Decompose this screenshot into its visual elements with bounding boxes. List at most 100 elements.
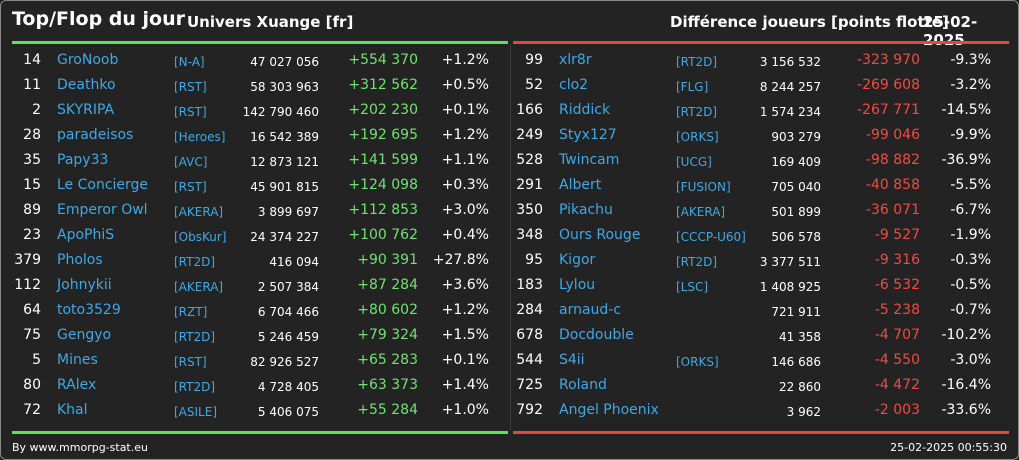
flop-table-bottom-bar (513, 431, 1009, 434)
player-name-link[interactable]: SKYRIPA (57, 101, 114, 120)
player-name-link[interactable]: Johnykii (57, 276, 112, 295)
player-points: 721 911 (701, 303, 821, 322)
table-row: 166 Riddick [RT2D] 1 574 234 -267 771 -14.5% (503, 98, 993, 123)
table-row: 544 S4ii [ORKS] 146 686 -4 550 -3.0% (503, 348, 993, 373)
table-row: 249 Styx127 [ORKS] 903 279 -99 046 -9.9% (503, 123, 993, 148)
player-name-link[interactable]: S4ii (559, 351, 585, 370)
percent-change: +0.4% (419, 226, 489, 245)
player-points: 1 408 925 (701, 278, 821, 297)
player-name-link[interactable]: toto3529 (57, 301, 121, 320)
site-credit: By www.mmorpg-stat.eu (12, 441, 148, 454)
points-difference: +192 695 (318, 126, 418, 145)
player-name-link[interactable]: RAlex (57, 376, 96, 395)
points-difference: -99 046 (820, 126, 920, 145)
player-name-link[interactable]: Deathko (57, 76, 116, 95)
player-points: 12 873 121 (199, 153, 319, 172)
player-rank: 11 (1, 76, 41, 95)
percent-change: +1.2% (419, 51, 489, 70)
player-name-link[interactable]: paradeisos (57, 126, 133, 145)
player-rank: 72 (1, 401, 41, 420)
player-name-link[interactable]: Roland (559, 376, 607, 395)
points-difference: +55 284 (318, 401, 418, 420)
percent-change: -9.9% (921, 126, 991, 145)
player-rank: 35 (1, 151, 41, 170)
player-name-link[interactable]: Gengyo (57, 326, 111, 345)
player-name-link[interactable]: Docdouble (559, 326, 634, 345)
percent-change: +1.2% (419, 126, 489, 145)
points-difference: +65 283 (318, 351, 418, 370)
percent-change: +1.5% (419, 326, 489, 345)
table-row: 35 Papy33 [AVC] 12 873 121 +141 599 +1.1% (1, 148, 491, 173)
player-rank: 80 (1, 376, 41, 395)
player-name-link[interactable]: Emperor Owl (57, 201, 148, 220)
player-name-link[interactable]: Riddick (559, 101, 610, 120)
player-name-link[interactable]: Pikachu (559, 201, 613, 220)
player-rank: 52 (503, 76, 543, 95)
points-difference: -323 970 (820, 51, 920, 70)
percent-change: -16.4% (921, 376, 991, 395)
player-rank: 544 (503, 351, 543, 370)
player-name-link[interactable]: GroNoob (57, 51, 118, 70)
percent-change: -6.7% (921, 201, 991, 220)
percent-change: -5.5% (921, 176, 991, 195)
player-points: 58 303 963 (199, 78, 319, 97)
player-points: 8 244 257 (701, 78, 821, 97)
player-rank: 75 (1, 326, 41, 345)
points-difference: +554 370 (318, 51, 418, 70)
table-row: 528 Twincam [UCG] 169 409 -98 882 -36.9% (503, 148, 993, 173)
table-row: 725 Roland 22 860 -4 472 -16.4% (503, 373, 993, 398)
player-name-link[interactable]: Angel Phoenix (559, 401, 659, 420)
percent-change: -14.5% (921, 101, 991, 120)
player-rank: 95 (503, 251, 543, 270)
points-difference: -98 882 (820, 151, 920, 170)
percent-change: +3.0% (419, 201, 489, 220)
player-name-link[interactable]: Papy33 (57, 151, 108, 170)
player-rank: 14 (1, 51, 41, 70)
points-difference: +79 324 (318, 326, 418, 345)
points-difference: +87 284 (318, 276, 418, 295)
player-points: 16 542 389 (199, 128, 319, 147)
player-name-link[interactable]: xlr8r (559, 51, 592, 70)
player-rank: 2 (1, 101, 41, 120)
percent-change: +27.8% (419, 251, 489, 270)
player-points: 903 279 (701, 128, 821, 147)
player-name-link[interactable]: clo2 (559, 76, 588, 95)
player-points: 705 040 (701, 178, 821, 197)
table-row: 2 SKYRIPA [RST] 142 790 460 +202 230 +0.1% (1, 98, 491, 123)
player-rank: 28 (1, 126, 41, 145)
player-name-link[interactable]: Khal (57, 401, 88, 420)
player-name-link[interactable]: Lylou (559, 276, 595, 295)
points-difference: -5 238 (820, 301, 920, 320)
player-points: 416 094 (199, 253, 319, 272)
player-rank: 792 (503, 401, 543, 420)
player-name-link[interactable]: Le Concierge (57, 176, 148, 195)
percent-change: -1.9% (921, 226, 991, 245)
player-name-link[interactable]: arnaud-c (559, 301, 621, 320)
player-rank: 725 (503, 376, 543, 395)
player-name-link[interactable]: Kigor (559, 251, 595, 270)
player-points: 82 926 527 (199, 353, 319, 372)
player-name-link[interactable]: Pholos (57, 251, 103, 270)
table-row: 183 Lylou [LSC] 1 408 925 -6 532 -0.5% (503, 273, 993, 298)
points-difference: -4 472 (820, 376, 920, 395)
points-difference: +312 562 (318, 76, 418, 95)
player-rank: 23 (1, 226, 41, 245)
player-name-link[interactable]: ApoPhiS (57, 226, 114, 245)
player-points: 4 728 405 (199, 378, 319, 397)
percent-change: -3.2% (921, 76, 991, 95)
player-name-link[interactable]: Mines (57, 351, 98, 370)
player-points: 169 409 (701, 153, 821, 172)
generated-timestamp: 25-02-2025 00:55:30 (890, 441, 1007, 454)
universe-label: Univers Xuange [fr] (187, 13, 353, 31)
percent-change: +1.1% (419, 151, 489, 170)
player-name-link[interactable]: Styx127 (559, 126, 617, 145)
points-difference: -6 532 (820, 276, 920, 295)
player-rank: 64 (1, 301, 41, 320)
player-name-link[interactable]: Ours Rouge (559, 226, 640, 245)
player-name-link[interactable]: Albert (559, 176, 601, 195)
percent-change: +0.1% (419, 101, 489, 120)
player-name-link[interactable]: Twincam (559, 151, 619, 170)
table-row: 75 Gengyo [RT2D] 5 246 459 +79 324 +1.5% (1, 323, 491, 348)
points-difference: -269 608 (820, 76, 920, 95)
